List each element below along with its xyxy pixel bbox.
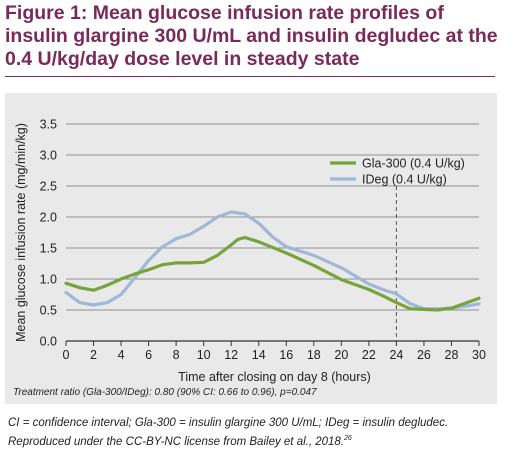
y-tick-label: 2.5	[40, 180, 57, 194]
y-tick-label: 0.5	[40, 304, 57, 318]
x-tick-label: 20	[334, 348, 348, 362]
legend-label: IDeg (0.4 U/kg)	[362, 173, 447, 187]
series-line	[64, 210, 481, 311]
x-tick-label: 18	[307, 348, 321, 362]
y-tick-label: 0.0	[40, 335, 57, 349]
footnote-line-1: CI = confidence interval; Gla-300 = insu…	[8, 417, 449, 429]
y-axis-label: Mean glucose infusion rate (mg/min/kg)	[14, 123, 28, 342]
x-tick-label: 0	[63, 348, 70, 362]
x-tick-label: 12	[224, 348, 238, 362]
line-chart: 0.00.51.01.52.02.53.03.50 2 4 6 8 10 12 14 16 18 2…	[13, 118, 486, 399]
y-tick-label: 1.5	[40, 242, 57, 256]
x-tick-label: 26	[417, 348, 431, 362]
x-tick-label: 6	[145, 348, 152, 362]
x-tick-label: 24	[389, 348, 403, 362]
x-tick-label: 22	[362, 348, 376, 362]
figure-title: Figure 1: Mean glucose infusion rate pro…	[5, 2, 498, 70]
x-tick-label: 14	[252, 348, 266, 362]
footnote-reference: 26	[344, 435, 352, 442]
footnote-line-2: Reproduced under the CC-BY-NC license fr…	[8, 435, 345, 448]
treatment-ratio-annotation: Treatment ratio (Gla-300/IDeg): 0.80 (90…	[13, 387, 317, 398]
x-tick-label: 2	[90, 348, 97, 362]
title-divider	[5, 76, 495, 77]
x-tick-label: 16	[279, 348, 293, 362]
y-tick-label: 3.5	[40, 118, 57, 132]
x-tick-label: 8	[173, 348, 180, 362]
x-tick-label: 30	[472, 348, 486, 362]
figure-footnote: CI = confidence interval; Gla-300 = insu…	[8, 416, 513, 450]
y-tick-label: 1.0	[40, 273, 57, 287]
x-axis-label: Time after closing on day 8 (hours)	[178, 370, 371, 384]
y-tick-label: 2.0	[40, 211, 57, 225]
series-line	[64, 235, 481, 312]
y-tick-label: 3.0	[40, 149, 57, 163]
x-tick-label: 28	[445, 348, 459, 362]
chart-panel: 0.0 0.5 1.0 1.5 2.0 2.5 3.0 3.5 0 2 4 6 8 10 12 14 16 18 2…	[5, 93, 497, 404]
x-tick-label: 10	[197, 348, 211, 362]
legend-label: Gla-300 (0.4 U/kg)	[362, 157, 465, 171]
x-tick-label: 4	[118, 348, 125, 362]
